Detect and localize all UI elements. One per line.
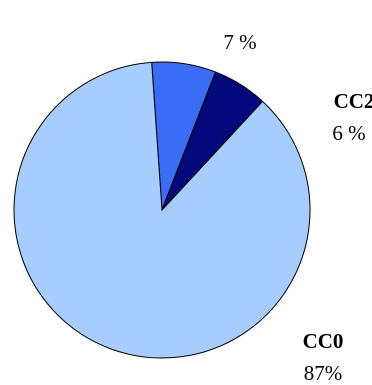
slice-label-cc0: CC0	[303, 329, 344, 353]
slice-value-cc0: 87%	[304, 361, 343, 385]
slice-value-cc2: 6 %	[332, 121, 365, 145]
pie-labels: CC2 6 % 7 % CC0 87%	[223, 30, 372, 385]
slice-label-cc2: CC2	[334, 89, 372, 113]
pie-slice-cc0	[13, 61, 311, 359]
slice-value-second: 7 %	[223, 30, 256, 54]
pie-slices	[13, 61, 311, 359]
